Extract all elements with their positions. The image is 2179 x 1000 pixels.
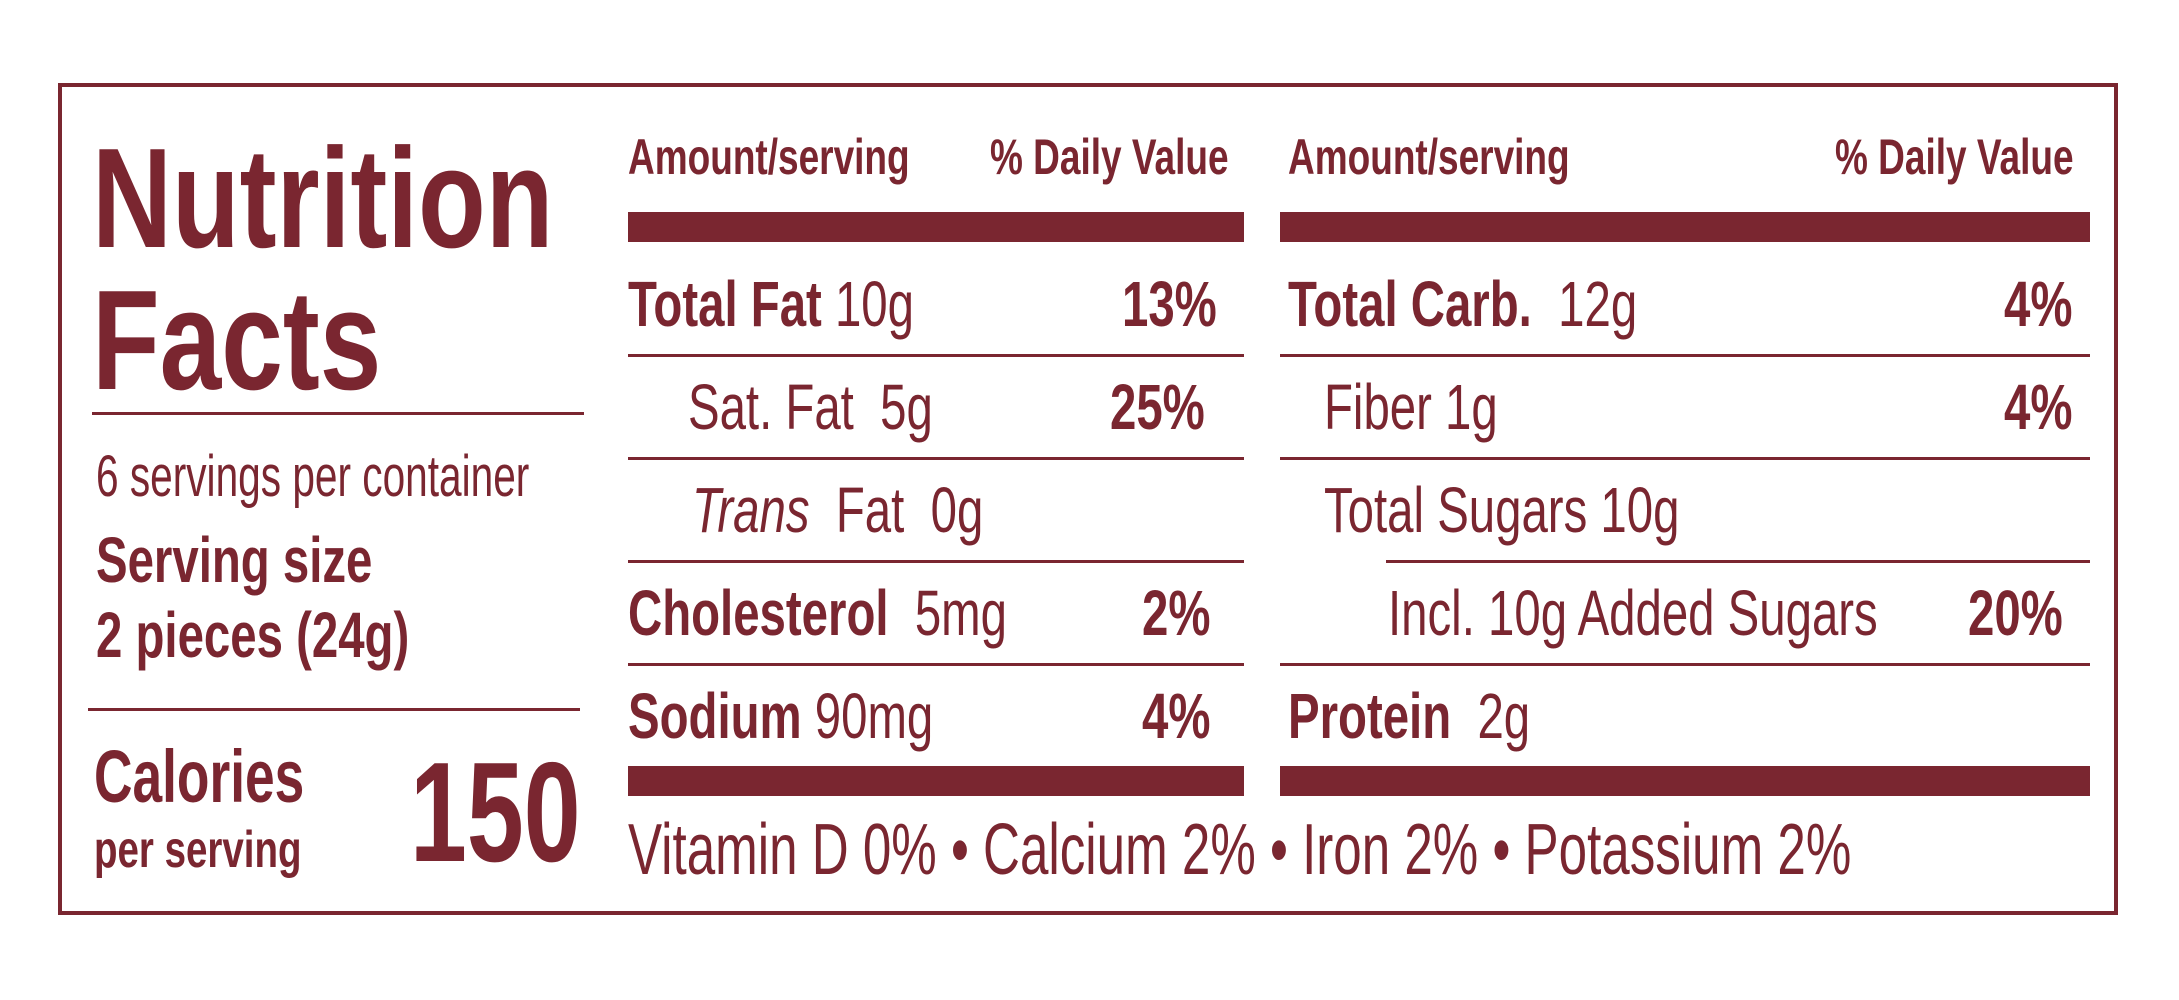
col2-row-total-carb-dv: 4%	[2004, 268, 2073, 340]
nutrient-name: Total Carb.	[1288, 268, 1532, 340]
col1-row-sodium-dv: 4%	[1142, 680, 1211, 752]
col2-divider	[1280, 663, 2090, 666]
nutrient-amount: 10g	[834, 268, 914, 340]
col1-divider	[628, 663, 1244, 666]
col1-row-sat-fat: Sat. Fat 5g	[688, 375, 1019, 439]
nutrient-amount: 5mg	[914, 577, 1007, 649]
nutrient-amount: 90mg	[814, 680, 934, 752]
serving-divider	[88, 708, 580, 711]
col1-row-total-fat: Total Fat 10g	[628, 272, 1014, 336]
col2-row-total-carb: Total Carb. 12g	[1288, 272, 1760, 336]
col2-row-added-sugars: Incl. 10g Added Sugars	[1388, 577, 1878, 649]
title-line-1: Nutrition	[92, 119, 554, 278]
nutrient-name-italic: Trans	[692, 474, 810, 546]
col2-row-fiber-dv: 4%	[2004, 371, 2073, 443]
calories-value: 150	[410, 733, 581, 892]
col2-row-added-sugars-dv: 20%	[1968, 577, 2063, 649]
col2-row-total-sugars: Total Sugars 10g	[1324, 478, 1804, 542]
nutrient-name: Protein	[1288, 680, 1452, 752]
col1-divider	[628, 457, 1244, 460]
nutrient-name: Total Fat	[628, 268, 822, 340]
col1-row-trans-fat: Trans Fat 0g	[692, 478, 1086, 542]
nutrient-name: Fiber	[1324, 371, 1432, 443]
calories-sublabel: per serving	[94, 821, 302, 879]
col1-row-total-fat-dv: 13%	[1122, 268, 1217, 340]
nutrient-name: Total Sugars	[1324, 474, 1588, 546]
nutrient-amount: 1g	[1445, 371, 1498, 443]
servings-per-container: 6 servings per container	[96, 444, 530, 509]
col2-divider	[1280, 457, 2090, 460]
col1-header-amount: Amount/serving	[628, 129, 910, 185]
col2-header-dv: % Daily Value	[1835, 129, 2074, 185]
col2-header-amount: Amount/serving	[1288, 129, 1570, 185]
col2-header-bar	[1280, 212, 2090, 242]
col1-divider	[628, 354, 1244, 357]
calories-label: Calories	[94, 735, 305, 818]
nutrient-name-suffix: Fat	[835, 474, 905, 546]
title-divider	[92, 412, 584, 415]
col2-row-protein: Protein 2g	[1288, 684, 1615, 748]
nutrition-facts-panel	[58, 83, 2118, 915]
vitamins-minerals-line: Vitamin D 0% • Calcium 2% • Iron 2% • Po…	[628, 810, 1852, 890]
nutrient-name: Cholesterol	[628, 577, 889, 649]
nutrient-name: Sat. Fat	[688, 371, 854, 443]
col1-row-sat-fat-dv: 25%	[1110, 371, 1205, 443]
col1-row-sodium: Sodium 90mg	[628, 684, 1041, 748]
title-line-2: Facts	[92, 261, 382, 420]
nutrient-amount: 0g	[930, 474, 984, 546]
serving-size-label: Serving size	[96, 524, 373, 596]
serving-size-value: 2 pieces (24g)	[96, 599, 410, 671]
nutrient-amount: 2g	[1477, 680, 1531, 752]
nutrient-amount: 12g	[1558, 268, 1638, 340]
col1-divider	[628, 560, 1244, 563]
col1-header-bar	[628, 212, 1244, 242]
nutrient-amount: 10g	[1600, 474, 1680, 546]
col2-bottom-bar	[1280, 766, 2090, 796]
col2-divider-indented	[1386, 560, 2090, 563]
nutrient-amount: 5g	[880, 371, 933, 443]
col1-row-cholesterol-dv: 2%	[1142, 577, 1211, 649]
col1-row-cholesterol: Cholesterol 5mg	[628, 581, 1140, 645]
col2-divider	[1280, 354, 2090, 357]
col1-bottom-bar	[628, 766, 1244, 796]
col2-row-fiber: Fiber 1g	[1324, 375, 1559, 439]
nutrient-name: Sodium	[628, 680, 802, 752]
col1-header-dv: % Daily Value	[990, 129, 1229, 185]
